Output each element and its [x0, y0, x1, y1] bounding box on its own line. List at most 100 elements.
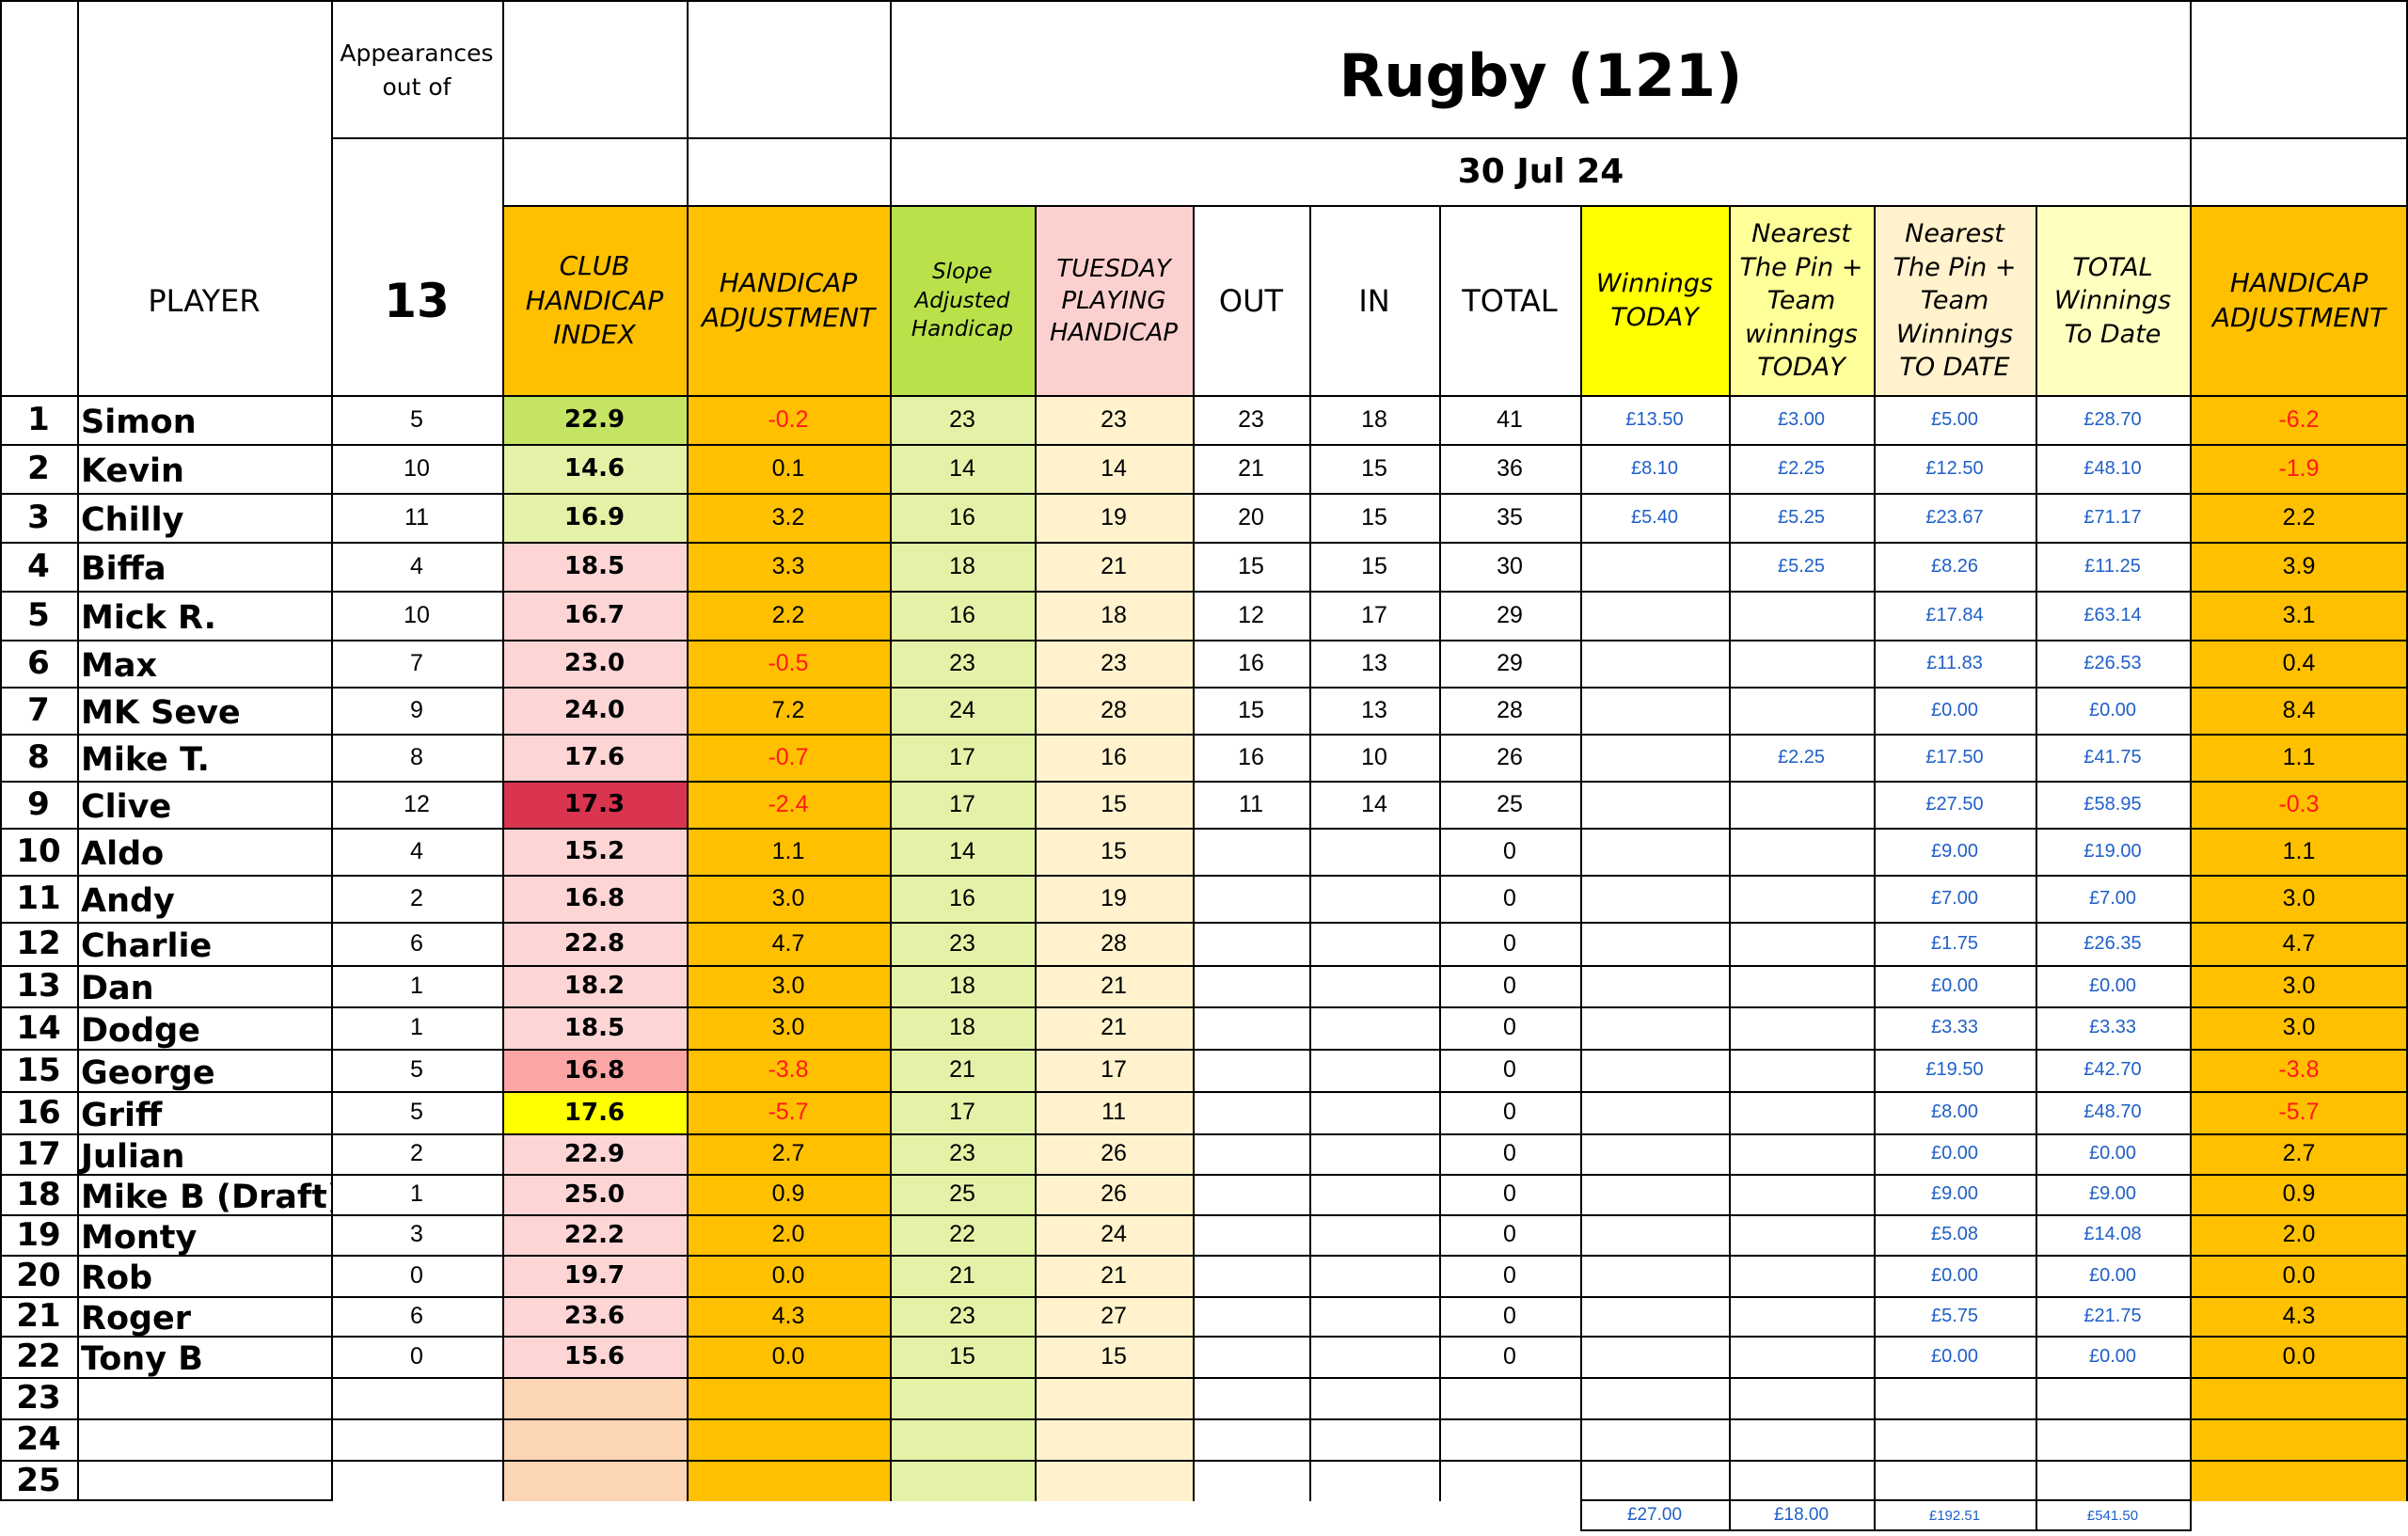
handicap-adjustment-2: 3.0: [2190, 1006, 2408, 1049]
player-name: Dodge: [81, 1011, 200, 1050]
total-score: 0: [1503, 837, 1516, 864]
club-handicap-index: 23.6: [502, 1296, 687, 1336]
grid-hline: [0, 922, 2408, 924]
total-winnings-to-date: £28.70: [2083, 408, 2142, 430]
total-score: 0: [1503, 1261, 1516, 1289]
slope-adjusted-handicap: 23: [890, 640, 1035, 687]
in-score: [1309, 1091, 1439, 1133]
handicap-adjustment-2: 4.7: [2190, 922, 2408, 965]
total-score: 0: [1503, 972, 1516, 999]
tuesday-playing-handicap: [1035, 1460, 1193, 1501]
slope-adjusted-handicap: 24: [890, 687, 1035, 734]
header-player: PLAYER: [148, 283, 261, 319]
club-handicap-index: [502, 1460, 687, 1501]
club-handicap-index: 15.6: [502, 1336, 687, 1377]
handicap-adjustment-2: -6.2: [2190, 395, 2408, 444]
grid-vline: [2190, 0, 2192, 1531]
total-winnings-to-date: £9.00: [2088, 1183, 2137, 1204]
grid-vline: [687, 0, 689, 1501]
handicap-adjustment: 7.2: [687, 687, 890, 734]
in-score: 18: [1361, 405, 1387, 433]
slope-adjusted-handicap: 25: [890, 1174, 1035, 1214]
slope-adjusted-handicap: 21: [890, 1049, 1035, 1091]
appearances: 12: [404, 790, 430, 817]
total-score: 25: [1497, 790, 1523, 817]
in-score: [1309, 1006, 1439, 1049]
ntp-winnings-to-date: £0.00: [1930, 1143, 1979, 1164]
out-score: [1193, 922, 1309, 965]
handicap-adjustment-2: 2.7: [2190, 1133, 2408, 1174]
ntp-winnings-today: [1729, 640, 1874, 687]
slope-adjusted-handicap: 16: [890, 493, 1035, 542]
out-score: [1193, 1174, 1309, 1214]
out-score: 11: [1239, 790, 1263, 817]
out-score: [1193, 1418, 1309, 1460]
winnings-today: [1580, 828, 1729, 875]
tuesday-playing-handicap: 26: [1035, 1133, 1193, 1174]
total-score: 28: [1497, 696, 1523, 723]
total-ntp-to-date: £192.51: [1928, 1507, 1981, 1524]
player-name: Mick R.: [81, 599, 216, 637]
total-ntp-today: £18.00: [1773, 1505, 1830, 1525]
slope-adjusted-handicap: 23: [890, 395, 1035, 444]
ntp-winnings-today: [1729, 1091, 1874, 1133]
in-score: 15: [1361, 552, 1387, 579]
total-score: [1439, 1377, 1580, 1418]
ntp-winnings-to-date: £19.50: [1925, 1059, 1984, 1080]
header-handicap-adjustment: HANDICAP ADJUSTMENT: [687, 207, 890, 395]
ntp-winnings-today: [1729, 1296, 1874, 1336]
grid-hline: [0, 1214, 2408, 1216]
grid-hline: [0, 828, 2408, 830]
grid-hline: [0, 1006, 2408, 1008]
ntp-winnings-today: [1729, 875, 1874, 922]
slope-adjusted-handicap: [890, 1377, 1035, 1418]
row-number: 22: [16, 1338, 61, 1375]
player-name: [77, 1418, 331, 1460]
header-slope-adjusted: Slope Adjusted Handicap: [890, 207, 1035, 395]
total-winnings-to-date: £58.95: [2083, 793, 2142, 815]
appearances: 7: [410, 649, 423, 676]
tuesday-playing-handicap: 24: [1035, 1214, 1193, 1255]
appearances: 9: [410, 696, 423, 723]
page-title: Rugby (121): [1339, 40, 1743, 110]
out-score: [1193, 1377, 1309, 1418]
slope-adjusted-handicap: [890, 1418, 1035, 1460]
row-number: 13: [16, 967, 61, 1005]
grid-vline: [0, 0, 2, 1501]
total-winnings-to-date: £26.35: [2083, 932, 2142, 954]
player-name: Monty: [81, 1218, 198, 1256]
appearances: 2: [410, 884, 423, 911]
club-handicap-index: 19.7: [502, 1255, 687, 1296]
handicap-adjustment: [687, 1460, 890, 1501]
total-score: 0: [1503, 1302, 1516, 1329]
total-winnings-to-date: £48.70: [2083, 1101, 2142, 1122]
handicap-adjustment: -3.8: [687, 1049, 890, 1091]
out-score: 16: [1238, 743, 1264, 770]
club-handicap-index: 22.9: [502, 1133, 687, 1174]
grid-hline: [0, 542, 2408, 544]
row-number: 2: [27, 450, 50, 487]
grid-hline: [0, 1499, 331, 1501]
grid-vline: [890, 0, 892, 1501]
ntp-winnings-to-date: £9.00: [1930, 1183, 1979, 1204]
winnings-today: £8.10: [1630, 457, 1679, 479]
winnings-today: [1580, 1418, 1729, 1460]
ntp-winnings-to-date: £3.33: [1930, 1017, 1979, 1037]
grid-vline: [2036, 205, 2037, 1531]
total-score: 0: [1503, 1221, 1516, 1247]
header-winnings-today: Winnings TODAY: [1580, 207, 1729, 395]
handicap-adjustment-2: 3.9: [2190, 542, 2408, 591]
appearances: 6: [410, 1302, 423, 1329]
club-handicap-index: 17.3: [502, 781, 687, 828]
ntp-winnings-today: [1729, 1006, 1874, 1049]
winnings-today: [1580, 1133, 1729, 1174]
ntp-winnings-to-date: £8.26: [1930, 555, 1979, 577]
out-score: [1193, 1091, 1309, 1133]
grid-vline: [1309, 205, 1311, 1501]
total-winnings-to-date: £7.00: [2088, 887, 2137, 909]
ntp-winnings-today: [1729, 828, 1874, 875]
out-score: [1193, 875, 1309, 922]
handicap-adjustment: 0.0: [687, 1255, 890, 1296]
player-name: Simon: [81, 404, 197, 441]
